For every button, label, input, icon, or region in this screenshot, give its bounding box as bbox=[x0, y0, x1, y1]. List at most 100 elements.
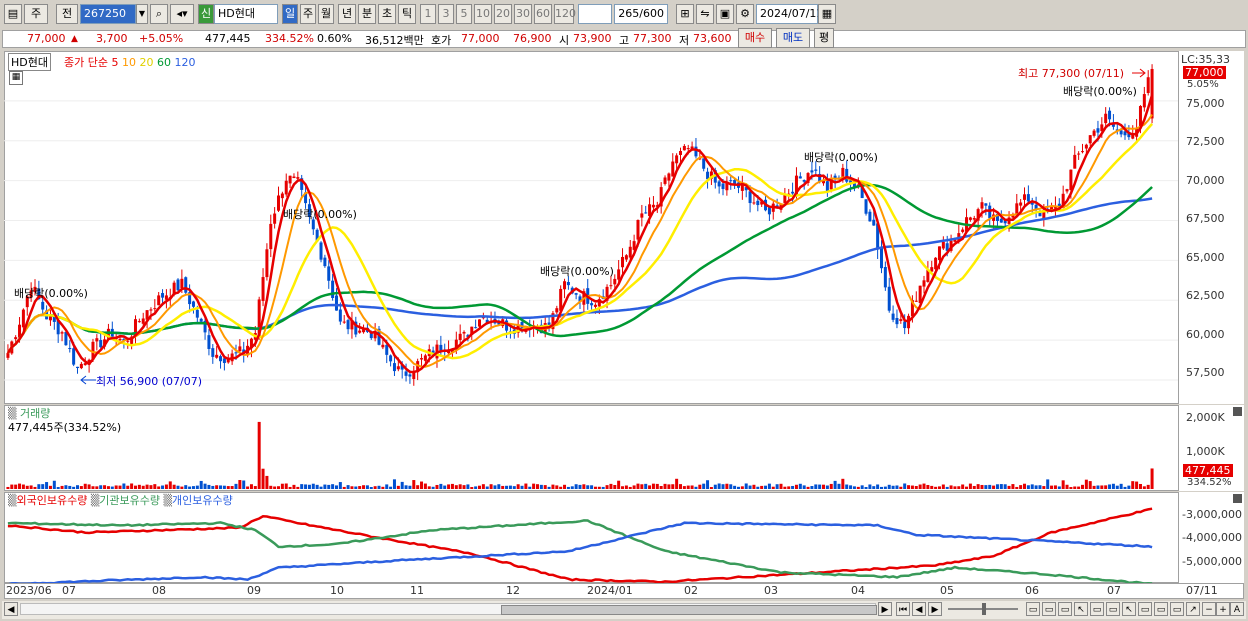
volume-bar bbox=[157, 486, 161, 489]
tab-minute[interactable]: 분 bbox=[358, 4, 376, 24]
scroll-right-icon[interactable]: ▶ bbox=[878, 602, 892, 616]
volume-bar bbox=[56, 487, 60, 489]
price-chart[interactable] bbox=[4, 51, 1178, 404]
volume-bar bbox=[377, 485, 381, 489]
tab-second[interactable]: 초 bbox=[378, 4, 396, 24]
interval-3[interactable]: 3 bbox=[438, 4, 454, 24]
zoom-in-icon[interactable]: + bbox=[1216, 602, 1230, 616]
candle bbox=[68, 340, 72, 353]
avg-button[interactable]: 평 bbox=[814, 28, 834, 48]
draw-icon[interactable]: ↖ bbox=[1074, 602, 1088, 616]
layout-3-icon[interactable]: ▭ bbox=[1058, 602, 1072, 616]
first-icon[interactable]: ⏮ bbox=[896, 602, 910, 616]
volume-bar bbox=[64, 485, 68, 489]
volume-chart[interactable] bbox=[4, 405, 1178, 491]
volume-bar bbox=[338, 482, 342, 489]
volume-bar bbox=[68, 485, 72, 489]
bar-count-field[interactable]: 265/600 bbox=[614, 4, 668, 24]
layout-icon[interactable]: ▤ bbox=[4, 4, 22, 24]
tool-5-icon[interactable]: ▭ bbox=[1154, 602, 1168, 616]
close-panel-icon[interactable] bbox=[1233, 494, 1242, 503]
volume-bar bbox=[14, 484, 18, 489]
candle bbox=[833, 173, 837, 188]
candle bbox=[292, 173, 296, 179]
volume-bar bbox=[412, 480, 416, 489]
tool-4-icon[interactable]: ▭ bbox=[1138, 602, 1152, 616]
interval-120[interactable]: 120 bbox=[554, 4, 576, 24]
hold-ytick-4m: -4,000,000 bbox=[1182, 531, 1242, 544]
candle bbox=[48, 309, 52, 326]
period-type-select[interactable]: 주 bbox=[24, 4, 48, 24]
interval-1[interactable]: 1 bbox=[420, 4, 436, 24]
volume-bar bbox=[535, 484, 539, 489]
scrollbar-thumb[interactable] bbox=[501, 605, 877, 615]
expand-icon[interactable]: ↗ bbox=[1186, 602, 1200, 616]
stock-code-input[interactable]: 267250 bbox=[80, 4, 136, 24]
date-field[interactable]: 2024/07/11 bbox=[756, 4, 823, 24]
search-icon[interactable]: ⌕ bbox=[150, 4, 168, 24]
candle bbox=[702, 158, 706, 172]
candle bbox=[191, 300, 195, 314]
tab-month[interactable]: 월 bbox=[318, 4, 334, 24]
candle bbox=[95, 334, 99, 351]
gear-icon[interactable]: ⚙ bbox=[736, 4, 754, 24]
volume-bar bbox=[350, 486, 354, 489]
ask-price-2: 76,900 bbox=[513, 32, 552, 45]
layout-1-icon[interactable]: ▭ bbox=[1026, 602, 1040, 616]
speaker-icon[interactable]: ◂▾ bbox=[170, 4, 194, 24]
close-panel-icon[interactable] bbox=[1233, 407, 1242, 416]
volume-bar bbox=[833, 480, 837, 489]
layout-2-icon[interactable]: ▭ bbox=[1042, 602, 1056, 616]
zoom-slider[interactable] bbox=[948, 603, 1018, 615]
candle bbox=[211, 344, 215, 364]
compare-icon[interactable]: ⇋ bbox=[696, 4, 714, 24]
volume-bar bbox=[972, 485, 976, 489]
buy-button[interactable]: 매수 bbox=[738, 28, 772, 48]
calendar-icon[interactable]: ▦ bbox=[818, 4, 836, 24]
volume-bar bbox=[346, 485, 350, 489]
candle bbox=[783, 187, 787, 204]
candle bbox=[327, 260, 331, 289]
interval-20[interactable]: 20 bbox=[494, 4, 512, 24]
volume-ratio: 334.52% bbox=[265, 32, 314, 45]
tool-1-icon[interactable]: ▭ bbox=[1090, 602, 1104, 616]
ytick-70000: 70,000 bbox=[1186, 174, 1225, 187]
candle bbox=[651, 196, 655, 211]
tool-3-icon[interactable]: ↖ bbox=[1122, 602, 1136, 616]
indicator-icon[interactable]: ⊞ bbox=[676, 4, 694, 24]
chevron-down-icon[interactable]: ▼ bbox=[136, 4, 148, 24]
tab-tick[interactable]: 틱 bbox=[398, 4, 416, 24]
stock-name-field[interactable]: HD현대 bbox=[214, 4, 278, 24]
candle bbox=[767, 205, 771, 222]
interval-10[interactable]: 10 bbox=[474, 4, 492, 24]
volume-bar bbox=[1019, 485, 1023, 489]
scroll-left-icon[interactable]: ◀ bbox=[4, 602, 18, 616]
volume-bar bbox=[141, 485, 145, 489]
interval-input[interactable] bbox=[578, 4, 612, 24]
zoom-out-icon[interactable]: − bbox=[1202, 602, 1216, 616]
sell-button[interactable]: 매도 bbox=[776, 28, 810, 48]
font-size-icon[interactable]: A bbox=[1230, 602, 1244, 616]
tool-2-icon[interactable]: ▭ bbox=[1106, 602, 1120, 616]
tool-6-icon[interactable]: ▭ bbox=[1170, 602, 1184, 616]
volume-bar bbox=[903, 483, 907, 489]
volume-bar bbox=[1096, 485, 1100, 489]
volume-bar bbox=[195, 485, 199, 489]
volume-bar bbox=[926, 484, 930, 489]
interval-30[interactable]: 30 bbox=[514, 4, 532, 24]
scrollbar-track[interactable] bbox=[20, 603, 877, 615]
tab-day[interactable]: 일 bbox=[282, 4, 298, 24]
prev-button[interactable]: 전 bbox=[56, 4, 78, 24]
tab-week[interactable]: 주 bbox=[300, 4, 316, 24]
next-icon[interactable]: ▶ bbox=[928, 602, 942, 616]
turnover-rate: 0.60% bbox=[317, 32, 352, 45]
prev-icon[interactable]: ◀ bbox=[912, 602, 926, 616]
holdings-chart[interactable] bbox=[4, 492, 1178, 583]
grid-toggle-icon[interactable]: ▦ bbox=[9, 71, 23, 85]
interval-60[interactable]: 60 bbox=[534, 4, 552, 24]
volume-bar bbox=[1011, 484, 1015, 489]
tab-year[interactable]: 년 bbox=[338, 4, 356, 24]
save-icon[interactable]: ▣ bbox=[716, 4, 734, 24]
interval-5[interactable]: 5 bbox=[456, 4, 472, 24]
annotation-low: 최저 56,900 (07/07) bbox=[96, 375, 203, 388]
